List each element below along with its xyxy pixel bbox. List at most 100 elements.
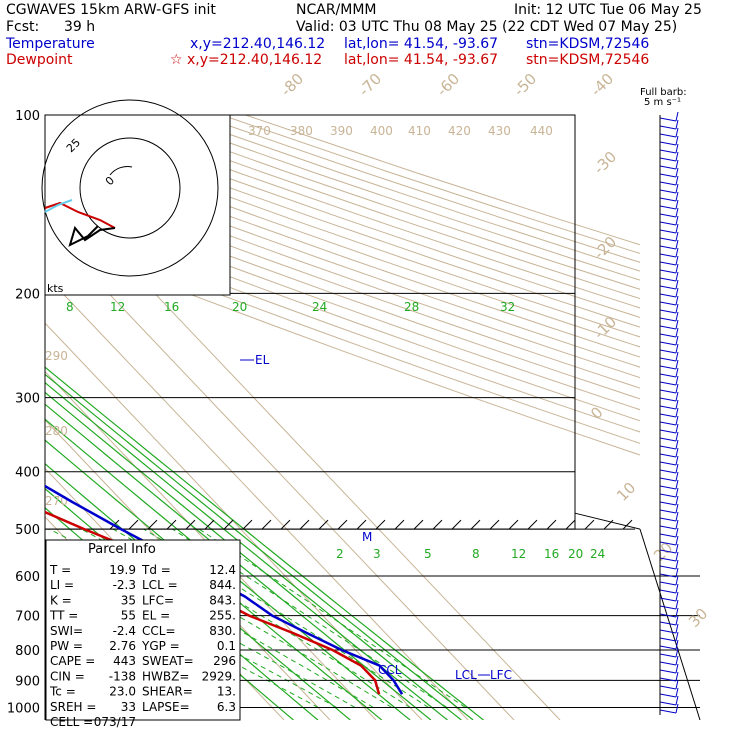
wind-barb [659, 157, 677, 162]
wind-barb [659, 205, 677, 210]
frame-diagonal [574, 512, 641, 530]
mixing-ratio-label: 28 [404, 300, 419, 314]
isotherm-label: 30 [685, 605, 711, 631]
wind-barb [659, 389, 677, 394]
wind-barb-flag [675, 375, 679, 386]
parcel-row-label2: Td = [141, 563, 171, 577]
model-title: CGWAVES 15km ARW-GFS init [6, 2, 216, 18]
parcel-row-value: 23.0 [109, 685, 136, 699]
wind-barb-flag [675, 687, 679, 698]
hatch-mark [489, 519, 500, 530]
wind-barb [659, 125, 677, 130]
wind-barb-flag [675, 327, 679, 338]
hatch-mark [432, 519, 443, 530]
wind-barb-flag [675, 599, 679, 610]
dewpoint-latlon: lat,lon= 41.54, -93.67 [344, 52, 499, 68]
hatch-mark [337, 519, 348, 530]
isotherm-line [45, 322, 423, 720]
wind-barb-flag [675, 455, 679, 466]
wind-barb-flag [675, 703, 679, 714]
wind-barb [659, 229, 677, 234]
isotherm-label: -40 [587, 70, 617, 100]
wind-barb-flag [675, 439, 679, 450]
mixing-ratio-label: 3 [373, 547, 381, 561]
dry-adiabat-line [45, 237, 640, 456]
annotation-lfc: LFC [490, 668, 512, 682]
hatch-mark [527, 519, 538, 530]
parcel-row-label2: SHEAR= [142, 685, 193, 699]
parcel-row-value: -2.4 [113, 624, 136, 638]
isotherm-label: -10 [590, 313, 620, 343]
wind-barb [659, 517, 677, 522]
wind-barb [659, 277, 677, 282]
wind-barb [659, 525, 677, 530]
parcel-row-label2: YGP = [141, 639, 180, 653]
mixing-ratio-label: 24 [312, 300, 327, 314]
wind-barb-flag [675, 623, 679, 634]
hatch-mark [299, 519, 310, 530]
hodograph-unit-label: kts [47, 282, 64, 295]
theta-label: 370 [248, 124, 271, 138]
hatch-mark [451, 519, 462, 530]
wind-barb-flag [675, 351, 679, 362]
wind-barb [659, 381, 677, 386]
hatch-mark [166, 519, 177, 530]
isotherm-label: -60 [433, 70, 463, 100]
wind-barb [659, 621, 677, 626]
wind-barb [659, 357, 677, 362]
wind-barb-flag [675, 391, 679, 402]
wind-barb-flag [675, 111, 679, 122]
wind-barb [659, 477, 677, 482]
parcel-row-value2: 2929. [202, 669, 236, 683]
wind-barb-flag [675, 119, 679, 130]
barb-legend-unit: 5 m s⁻¹ [644, 97, 681, 108]
dry-adiabat-line [45, 195, 640, 411]
frame-diagonal [639, 528, 701, 721]
wind-barb-flag [675, 535, 679, 546]
wind-barb [659, 541, 677, 546]
wind-barb-flag [675, 559, 679, 570]
dewpoint-xy: ☆ x,y=212.40,146.12 [170, 52, 323, 68]
wind-barb [659, 301, 677, 306]
dry-adiabat-line [45, 175, 640, 389]
hodograph-arc [109, 166, 133, 176]
wind-barb [659, 373, 677, 378]
mixing-ratio-label: 16 [164, 300, 179, 314]
wind-barb [659, 709, 677, 714]
mixing-ratio-label: 8 [472, 547, 480, 561]
dry-adiabat-line [45, 205, 640, 422]
mixing-ratio-label: 16 [544, 547, 559, 561]
moist-adiabat-line [198, 528, 466, 708]
parcel-title: Parcel Info [88, 542, 156, 557]
wind-barb-flag [675, 567, 679, 578]
wind-barb [659, 133, 677, 138]
parcel-row-label: CAPE = [50, 654, 95, 668]
temperature-latlon: lat,lon= 41.54, -93.67 [344, 36, 499, 52]
wind-barb [659, 445, 677, 450]
parcel-row-label2: LAPSE= [142, 700, 190, 714]
wind-barb-flag [675, 591, 679, 602]
annotation-el: EL [255, 353, 270, 367]
theta-label: 410 [408, 124, 431, 138]
theta-label: 420 [448, 124, 471, 138]
wind-barb-flag [675, 631, 679, 642]
wind-barb-flag [675, 503, 679, 514]
wind-barb-flag [675, 487, 679, 498]
wind-barb-flag [675, 663, 679, 674]
mixing-ratio-label: 12 [110, 300, 125, 314]
wind-barb [659, 269, 677, 274]
wind-barb [659, 181, 677, 186]
theta-label: 400 [370, 124, 393, 138]
wind-barb [659, 309, 677, 314]
wind-barb [659, 605, 677, 610]
parcel-row-label2: HWBZ= [142, 669, 189, 683]
mixing-ratio-label: 2 [336, 547, 344, 561]
wind-barb-flag [675, 479, 679, 490]
wind-barb-flag [675, 295, 679, 306]
wind-barb [659, 261, 677, 266]
dry-adiabat-line [45, 216, 640, 433]
hatch-mark [223, 519, 234, 530]
barb-legend-title: Full barb: [640, 87, 687, 98]
